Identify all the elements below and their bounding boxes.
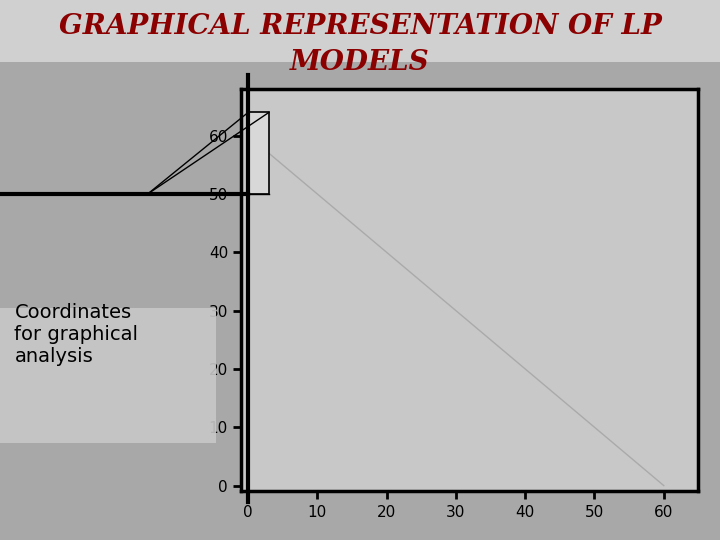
Text: Coordinates
for graphical
analysis: Coordinates for graphical analysis [14, 303, 138, 366]
Bar [248, 112, 269, 194]
Text: GRAPHICAL REPRESENTATION OF LP: GRAPHICAL REPRESENTATION OF LP [58, 14, 662, 40]
Text: MODELS: MODELS [290, 49, 430, 76]
